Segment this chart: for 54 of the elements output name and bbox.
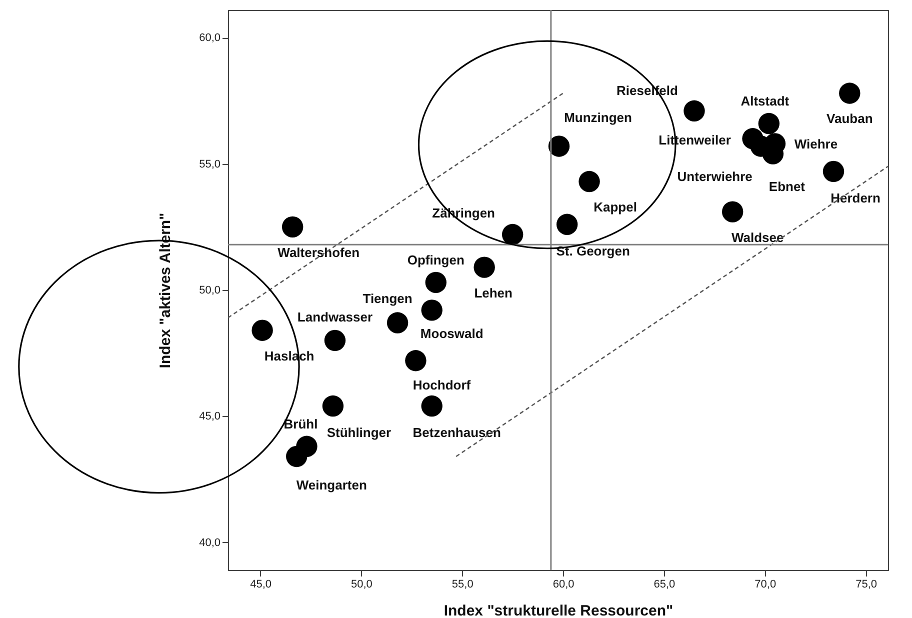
point xyxy=(502,224,524,246)
point xyxy=(822,160,844,182)
series-label: Mooswald xyxy=(420,326,484,342)
x-tick-label: 70,0 xyxy=(754,578,776,590)
series-label: Waltershofen xyxy=(278,244,360,260)
series-label: Waldsee xyxy=(731,230,784,245)
point xyxy=(252,320,273,341)
series-label: Vauban xyxy=(826,111,873,126)
series-label: Stühlinger xyxy=(326,425,392,440)
point xyxy=(425,272,446,294)
series-label: Weingarten xyxy=(296,477,367,492)
x-tick-label: 55,0 xyxy=(452,578,474,590)
point xyxy=(286,446,308,468)
point xyxy=(684,100,705,122)
series-label: Brühl xyxy=(284,416,318,432)
point xyxy=(839,82,860,104)
x-tick-label: 75,0 xyxy=(856,578,878,590)
series-label: Opfingen xyxy=(407,252,464,268)
series-label: Unterwiehre xyxy=(677,169,752,184)
point xyxy=(578,170,600,192)
point xyxy=(421,300,442,321)
point xyxy=(474,256,495,278)
x-axis-title: Index "strukturelle Ressourcen" xyxy=(444,602,674,618)
x-tick-label: 60,0 xyxy=(552,578,574,590)
x-tick-label: 50,0 xyxy=(351,578,372,590)
series-label: Munzingen xyxy=(564,110,632,126)
y-axis-title: Index "aktives Altern" xyxy=(157,212,174,368)
series-label: Kappel xyxy=(594,200,637,215)
series-label: Landwasser xyxy=(297,309,373,324)
y-tick-label: 55,0 xyxy=(199,158,220,170)
series-label: Altstadt xyxy=(740,94,790,109)
point xyxy=(722,201,744,222)
x-tick-label: 45,0 xyxy=(250,578,272,590)
point xyxy=(421,395,442,417)
series-label: Betzenhausen xyxy=(412,425,501,440)
series-label: Herdern xyxy=(830,190,880,206)
series-label: Wiehre xyxy=(794,136,838,152)
point xyxy=(758,112,780,134)
y-tick-label: 40,0 xyxy=(199,536,220,549)
point xyxy=(556,214,578,235)
y-tick-label: 60,0 xyxy=(199,32,220,44)
point xyxy=(324,330,346,352)
point xyxy=(322,395,344,417)
series-label: Hochdorf xyxy=(412,378,472,393)
x-tick-label: 65,0 xyxy=(654,578,676,590)
point xyxy=(405,350,426,372)
series-label: Tiengen xyxy=(362,290,412,306)
point xyxy=(282,216,304,238)
y-tick-label: 50,0 xyxy=(199,284,220,296)
point xyxy=(386,312,408,334)
y-tick-label: 45,0 xyxy=(199,410,220,423)
series-label: Ebnet xyxy=(768,178,806,194)
series-label: Lehen xyxy=(474,285,513,300)
point xyxy=(548,136,570,157)
